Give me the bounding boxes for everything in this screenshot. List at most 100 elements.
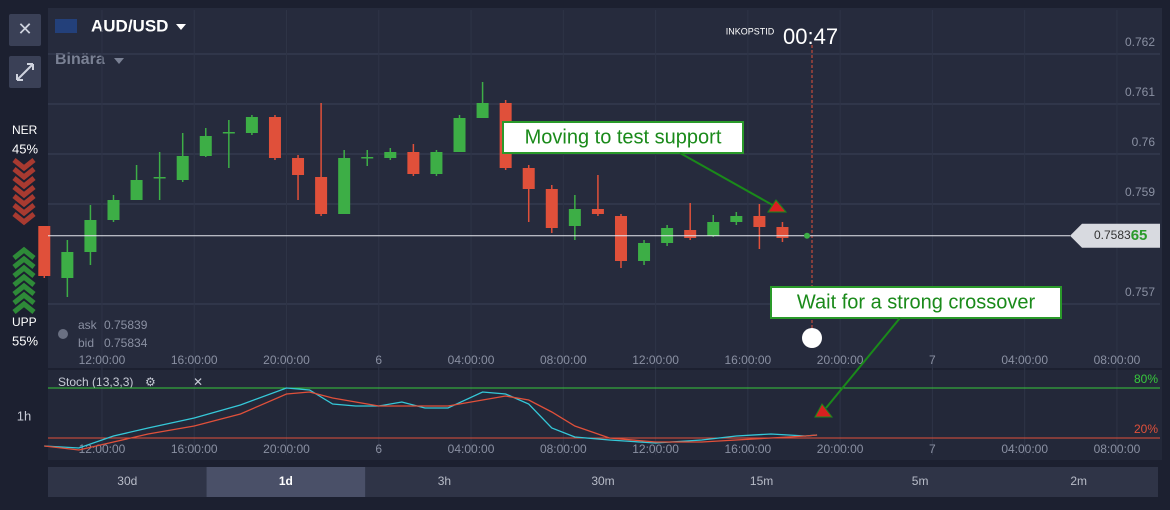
arrow xyxy=(679,152,777,208)
price-pip: 65 xyxy=(1131,227,1148,244)
timeframe[interactable]: 2m xyxy=(1070,474,1087,488)
bid: 0.75834 xyxy=(104,336,148,350)
x-tick-label: 16:00:00 xyxy=(171,353,218,367)
down-chevron xyxy=(12,158,36,172)
x-tick-label: 16:00:00 xyxy=(171,442,218,456)
x-tick-label: 12:00:00 xyxy=(79,353,126,367)
timeframe-active xyxy=(206,467,366,497)
mode[interactable]: Binära xyxy=(55,51,105,68)
up-chevron xyxy=(12,264,36,278)
candle-body xyxy=(776,227,789,238)
candle-body xyxy=(61,252,74,278)
candle-body xyxy=(176,156,189,180)
candle-body xyxy=(476,103,489,118)
x-tick-label: 08:00:00 xyxy=(540,353,587,367)
timeframe[interactable]: 30m xyxy=(591,474,614,488)
candle-body xyxy=(384,152,397,158)
candle-body xyxy=(730,216,743,222)
interval[interactable]: 1h xyxy=(17,408,31,423)
annotation: Wait for a strong crossover xyxy=(797,291,1036,313)
down-chevron xyxy=(12,176,36,190)
candle-body xyxy=(453,118,466,152)
level-label: 80% xyxy=(1134,372,1158,386)
asset-name[interactable]: AUD/USD xyxy=(91,16,168,35)
down-chevron xyxy=(12,212,36,226)
arrow-head xyxy=(767,199,788,213)
down-pct: 45% xyxy=(12,141,38,156)
candle-body xyxy=(315,177,328,214)
candle-body xyxy=(338,158,351,214)
candle-body xyxy=(407,152,420,174)
y-tick-label: 0.762 xyxy=(1125,35,1155,49)
x-tick-label: 12:00:00 xyxy=(632,353,679,367)
price-tag-label: 0.758365 xyxy=(1094,227,1147,244)
settings-icon[interactable]: ⚙ xyxy=(145,375,156,389)
down-label: NER xyxy=(12,123,38,137)
candle-body xyxy=(753,216,766,227)
compress-icon xyxy=(16,63,34,81)
candle-body xyxy=(430,152,443,174)
down-chevron xyxy=(12,167,36,181)
x-tick-label: 04:00:00 xyxy=(448,353,495,367)
down-chevron xyxy=(12,203,36,217)
x-tick-label: 16:00:00 xyxy=(724,353,771,367)
up-chevron xyxy=(12,255,36,269)
x-tick-label: 16:00:00 xyxy=(724,442,771,456)
level-label: 20% xyxy=(1134,422,1158,436)
x-tick-label: 08:00:00 xyxy=(540,442,587,456)
x-tick-label: 12:00:00 xyxy=(79,442,126,456)
x-tick-label: 04:00:00 xyxy=(448,442,495,456)
x-tick-label: 08:00:00 xyxy=(1094,442,1141,456)
timeframe[interactable]: 3h xyxy=(438,474,451,488)
x-tick-label: 20:00:00 xyxy=(263,442,310,456)
x-tick-label: 20:00:00 xyxy=(817,353,864,367)
up-chevron xyxy=(12,291,36,305)
x-tick-label: 7 xyxy=(929,442,936,456)
price: 0.7583 xyxy=(1094,228,1131,242)
candle-body xyxy=(130,180,143,200)
candle-body xyxy=(545,189,558,228)
up-chevron xyxy=(12,246,36,260)
flag xyxy=(55,19,77,33)
bid-label: bid xyxy=(78,336,94,350)
down-chevron xyxy=(12,185,36,199)
x-tick-label: 04:00:00 xyxy=(1001,442,1048,456)
expiry-marker xyxy=(802,328,822,348)
timeframe[interactable]: 1d xyxy=(279,474,293,488)
candle-body xyxy=(568,209,581,226)
y-tick-label: 0.761 xyxy=(1125,85,1155,99)
up-chevron xyxy=(12,273,36,287)
remove-icon[interactable]: ✕ xyxy=(193,375,203,389)
up-label: UPP xyxy=(12,315,37,329)
ask: 0.75839 xyxy=(104,318,148,332)
candle-body xyxy=(361,157,374,159)
stoch-area xyxy=(48,370,1162,460)
caret xyxy=(114,58,124,64)
stoch-title: Stoch (13,3,3) xyxy=(58,375,133,389)
down-chevron xyxy=(12,194,36,208)
y-tick-label: 0.759 xyxy=(1125,185,1155,199)
candle-body xyxy=(638,243,651,261)
timeframe[interactable]: 30d xyxy=(117,474,137,488)
timeframe[interactable]: 5m xyxy=(912,474,929,488)
timeframe[interactable]: 15m xyxy=(750,474,773,488)
close-button[interactable] xyxy=(9,14,41,46)
annotation-box xyxy=(502,121,744,154)
x-tick-label: 12:00:00 xyxy=(632,442,679,456)
candle-body xyxy=(199,136,212,156)
candle-body xyxy=(268,117,281,158)
candle-body xyxy=(614,216,627,261)
ask-label: ask xyxy=(78,318,98,332)
candle-body xyxy=(522,168,535,189)
stoch-line xyxy=(44,387,818,449)
x-tick-label: 20:00:00 xyxy=(817,442,864,456)
price-tag xyxy=(1070,223,1160,248)
x-tick-label: 04:00:00 xyxy=(1001,353,1048,367)
annotation-box xyxy=(770,286,1062,319)
candle-body xyxy=(38,226,51,276)
annotation: Moving to test support xyxy=(525,126,722,148)
arrow-head xyxy=(814,403,834,418)
caret xyxy=(176,24,186,30)
